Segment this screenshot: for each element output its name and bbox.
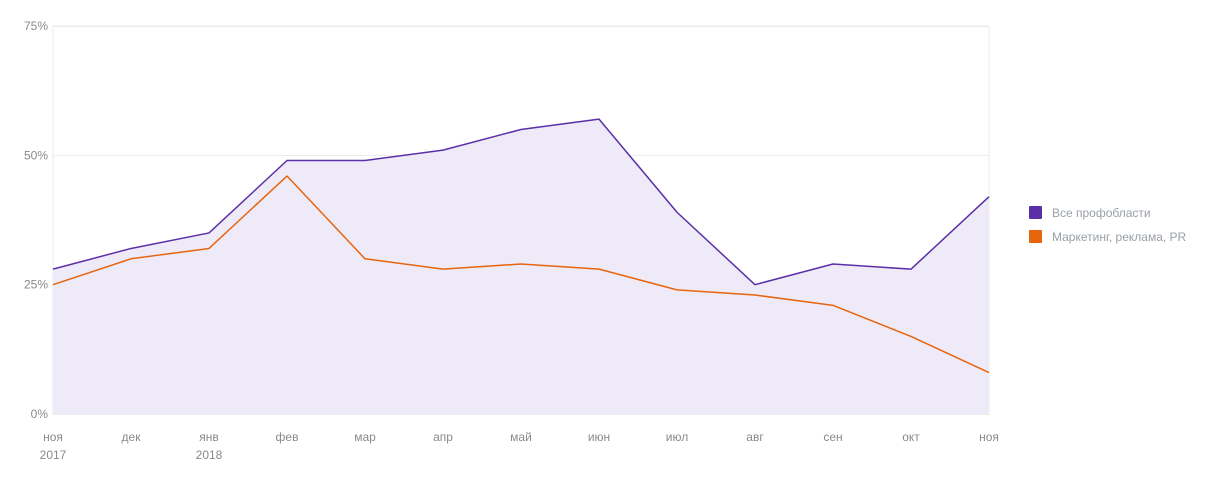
x-year-label: 2018 xyxy=(196,448,223,462)
legend-label: Маркетинг, реклама, PR xyxy=(1052,230,1187,244)
x-year-label: 2017 xyxy=(40,448,67,462)
legend: Все профобласти Маркетинг, реклама, PR xyxy=(1029,206,1187,244)
x-tick-label: дек xyxy=(122,430,142,444)
area-layer xyxy=(53,119,989,415)
legend-swatch xyxy=(1029,206,1042,219)
x-tick-label: мар xyxy=(354,430,376,444)
y-tick-label: 75% xyxy=(24,19,48,33)
legend-item[interactable]: Маркетинг, реклама, PR xyxy=(1029,230,1187,244)
x-tick-label: апр xyxy=(433,430,453,444)
x-tick-label: ноя xyxy=(43,430,63,444)
x-axis-ticks: ноя дек янв фев мар апр май июн июл авг сен окт ноя 2… xyxy=(40,430,999,462)
series-line-0 xyxy=(52,118,990,286)
legend-swatch xyxy=(1029,230,1042,243)
y-tick-label: 25% xyxy=(24,278,48,292)
x-tick-label: фев xyxy=(276,430,299,444)
x-tick-label: сен xyxy=(823,430,842,444)
y-tick-label: 50% xyxy=(24,148,48,162)
x-tick-label: окт xyxy=(902,430,920,444)
x-tick-label: янв xyxy=(199,430,219,444)
legend-item[interactable]: Все профобласти xyxy=(1029,206,1151,220)
y-tick-label: 0% xyxy=(31,407,49,421)
x-tick-label: май xyxy=(510,430,532,444)
y-axis-ticks: 0% 25% 50% 75% xyxy=(24,19,48,421)
x-tick-label: авг xyxy=(746,430,764,444)
series-line-1 xyxy=(52,175,990,374)
line-layer xyxy=(52,118,990,374)
x-tick-label: ноя xyxy=(979,430,999,444)
legend-label: Все профобласти xyxy=(1052,206,1151,220)
x-tick-label: июн xyxy=(588,430,610,444)
series-area-0 xyxy=(53,119,989,415)
x-tick-label: июл xyxy=(666,430,688,444)
